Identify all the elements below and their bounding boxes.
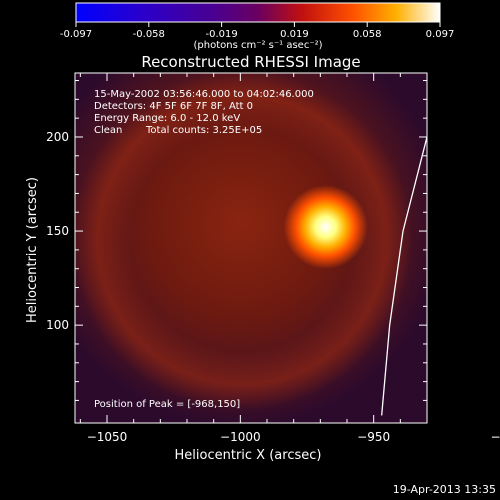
emission-ring (75, 73, 427, 423)
y-tick-label: 200 (46, 130, 69, 144)
annotations: 15-May-2002 03:56:46.000 to 04:02:46.000… (94, 89, 314, 410)
chart-title: Reconstructed RHESSI Image (141, 53, 360, 71)
plot-frame (74, 72, 428, 424)
annotation-energy-range: Energy Range: 6.0 - 12.0 keV (94, 113, 240, 124)
colorbar-tick-label: 0.058 (353, 29, 382, 40)
x-axis-label: Heliocentric X (arcsec) (175, 448, 322, 463)
colorbar-ticks: -0.097 -0.058 -0.019 0.019 0.058 0.097 (60, 22, 454, 40)
colorbar-unit-label: (photons cm⁻² s⁻¹ asec⁻²) (193, 40, 322, 51)
flare-source (283, 185, 368, 270)
colorbar-tick-label: 0.097 (426, 29, 455, 40)
plot-area (75, 73, 427, 423)
colorbar-tick-label: -0.097 (60, 29, 92, 40)
y-axis-label: Heliocentric Y (arcsec) (25, 177, 40, 323)
x-tick-label: −900 (491, 430, 500, 444)
colorbar-tick-label: -0.019 (205, 29, 237, 40)
colorbar: -0.097 -0.058 -0.019 0.019 0.058 0.097 (photo… (60, 2, 454, 51)
colorbar-strip (75, 2, 441, 23)
annotation-detectors: Detectors: 4F 5F 6F 7F 8F, Att 0 (94, 101, 253, 112)
annotation-peak-position: Position of Peak = [-968,150] (94, 399, 240, 410)
y-axis: 100 150 200 (46, 80, 427, 401)
colorbar-tick-label: -0.058 (133, 29, 165, 40)
annotation-total-counts: Total counts: 3.25E+05 (145, 125, 262, 136)
x-axis: −1050 −1000 −950 −900 (79, 73, 500, 444)
y-tick-label: 100 (46, 318, 69, 332)
x-tick-label: −1050 (87, 430, 128, 444)
colorbar-tick-label: 0.019 (280, 29, 309, 40)
solar-limb-line (381, 134, 427, 416)
timestamp: 19-Apr-2013 13:35 (393, 483, 496, 496)
y-tick-label: 150 (46, 224, 69, 238)
annotation-clean: Clean (94, 125, 122, 136)
x-tick-label: −950 (357, 430, 390, 444)
annotation-time-range: 15-May-2002 03:56:46.000 to 04:02:46.000 (94, 89, 314, 100)
x-tick-label: −1000 (220, 430, 261, 444)
